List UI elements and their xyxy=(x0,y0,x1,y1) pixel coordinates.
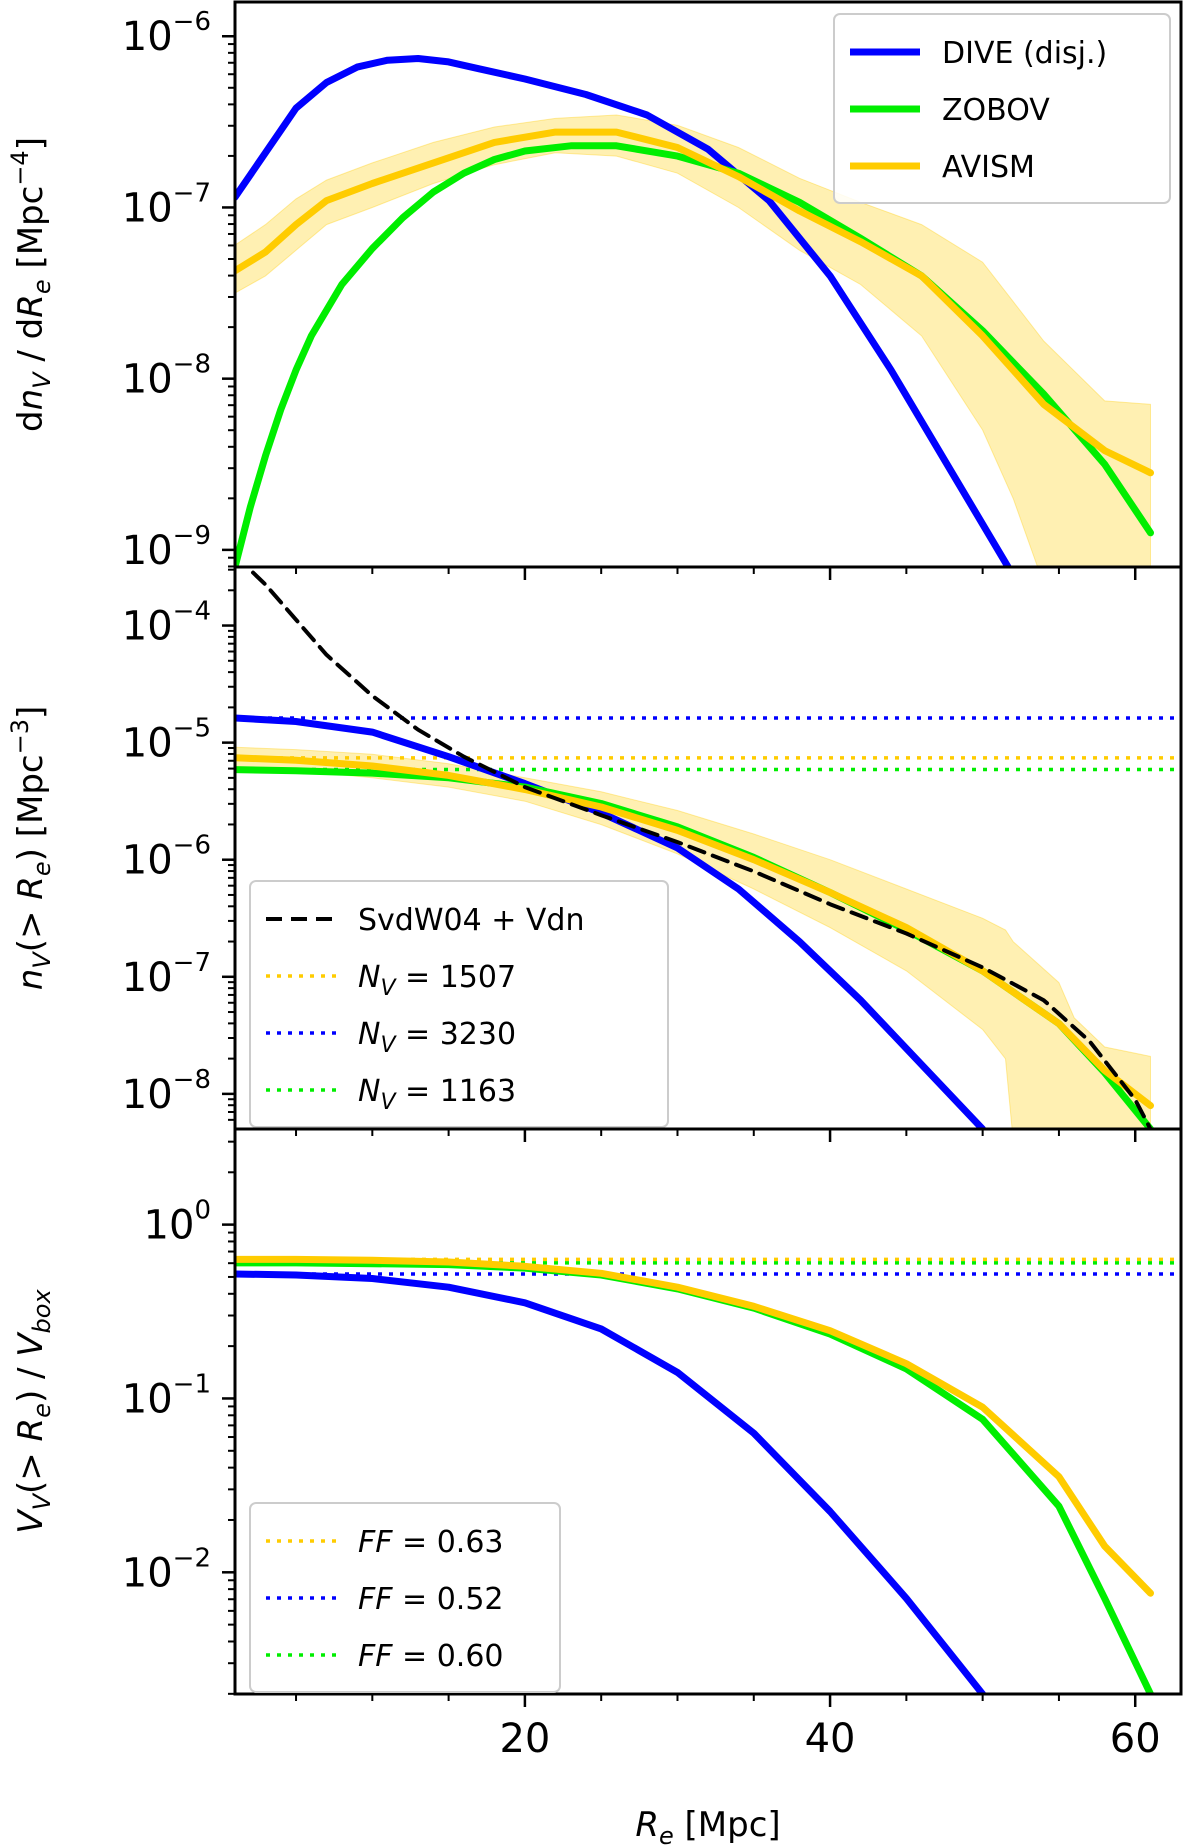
y-tick-label: 10−7 xyxy=(122,948,211,1001)
legend-label: FF = 0.63 xyxy=(358,1525,504,1560)
series-line-dive-disj- xyxy=(235,714,987,1129)
y-tick-label: 10−8 xyxy=(122,1065,211,1118)
y-tick-label: 10−1 xyxy=(122,1369,211,1422)
y-tick-label: 10−9 xyxy=(122,521,211,574)
y-axis-label: nV(> Re) [Mpc−3] xyxy=(6,706,56,991)
legend-box xyxy=(249,1502,561,1693)
y-tick-label: 10−6 xyxy=(122,831,211,884)
x-tick-label: 20 xyxy=(499,1716,550,1762)
plot-area-top xyxy=(235,55,1154,567)
legend-box xyxy=(833,13,1171,204)
series-line-avism xyxy=(235,1255,1154,1597)
y-tick-label: 10−2 xyxy=(122,1543,211,1596)
legend: SvdW04 + Vdn NV = 1507 NV = 3230 NV = 1163 xyxy=(249,880,669,1128)
legend-label: NV = 1163 xyxy=(358,1074,516,1115)
legend-label: DIVE (disj.) xyxy=(942,36,1107,71)
series-line-avism xyxy=(235,754,1154,1110)
y-tick-label: 10−7 xyxy=(122,178,211,231)
legend-label: AVISM xyxy=(942,150,1035,185)
series-line-dive-disj- xyxy=(235,55,1013,567)
series-line-svdw04-vdn xyxy=(244,567,1153,1129)
band-avism xyxy=(235,746,1151,1129)
x-axis-label: Re [Mpc] xyxy=(635,1805,780,1846)
panel-bottom: 100 10−1 10−2 20 40 60 VV(> Re) / Vbox Re [Mpc]… xyxy=(11,1127,1183,1846)
legend-label: FF = 0.52 xyxy=(358,1582,504,1617)
plot-area-middle xyxy=(235,567,1181,1129)
legend-box xyxy=(249,880,669,1128)
legend-label: NV = 1507 xyxy=(358,960,516,1001)
y-tick-label: 10−6 xyxy=(122,7,211,60)
legend-label: SvdW04 + Vdn xyxy=(358,903,584,938)
legend-label: ZOBOV xyxy=(942,93,1050,128)
panel-top: 10−6 10−7 10−8 10−9 dnV / dRe [Mpc−4] DIVE (d… xyxy=(6,0,1183,580)
y-tick-label: 10−4 xyxy=(122,597,211,650)
y-tick-label: 10−8 xyxy=(122,350,211,403)
legend-label: FF = 0.60 xyxy=(358,1639,504,1674)
series-line-dive-disj- xyxy=(235,1270,987,1694)
x-tick-label: 60 xyxy=(1110,1716,1161,1762)
y-axis-label: VV(> Re) / Vbox xyxy=(11,1289,56,1534)
legend: FF = 0.63 FF = 0.52 FF = 0.60 xyxy=(249,1502,561,1693)
panel-frame xyxy=(233,1127,1183,1696)
legend-label: NV = 3230 xyxy=(358,1017,516,1058)
legend: DIVE (disj.) ZOBOV AVISM xyxy=(833,13,1171,204)
y-axis-label: dnV / dRe [Mpc−4] xyxy=(6,137,56,432)
y-tick-label: 10−5 xyxy=(122,714,211,767)
plot-area-bottom xyxy=(235,1255,1181,1694)
x-tick-label: 40 xyxy=(805,1716,856,1762)
panel-middle: 10−4 10−5 10−6 10−7 10−8 nV(> Re) [Mpc−3] SvdW… xyxy=(6,565,1183,1142)
y-tick-label: 100 xyxy=(144,1196,211,1249)
series-line-avism xyxy=(235,128,1154,477)
